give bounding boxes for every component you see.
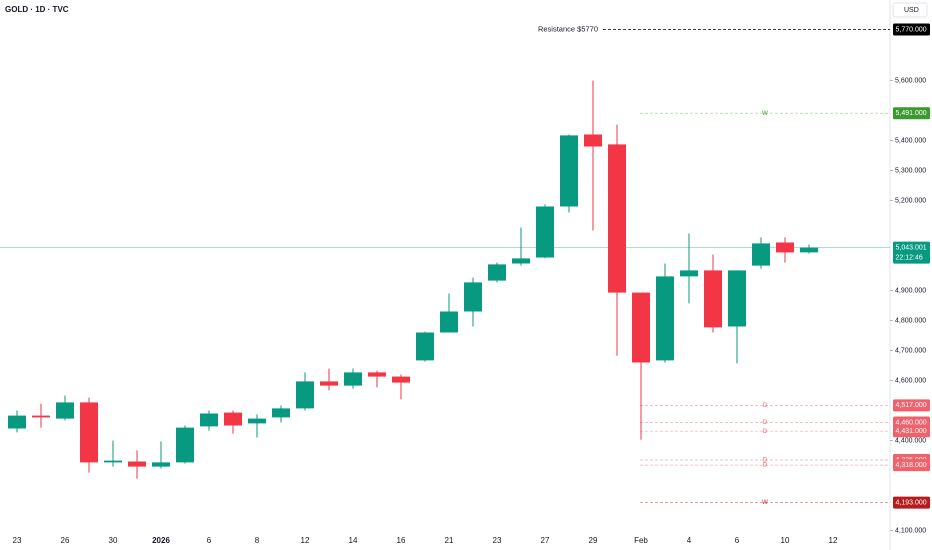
candle-body xyxy=(32,415,50,418)
candle-body xyxy=(560,135,578,207)
y-tick-label: 4,800.000 xyxy=(895,317,926,324)
y-tick-label: 4,400.000 xyxy=(895,437,926,444)
x-tick-label: 10 xyxy=(781,536,790,545)
level-tag: D xyxy=(763,420,768,426)
candle-body xyxy=(584,134,602,147)
resistance-label: 5,770.000 xyxy=(896,26,927,33)
candle-body xyxy=(512,258,530,264)
level-tag: W xyxy=(762,111,768,117)
last-price-label: 5,043.001 xyxy=(896,244,927,251)
candle-body xyxy=(344,372,362,386)
level-tag: D xyxy=(763,403,768,409)
x-tick-label: 21 xyxy=(445,536,454,545)
x-tick-label: 6 xyxy=(735,536,740,545)
candle-body xyxy=(392,376,410,383)
level-tag: D xyxy=(763,463,768,469)
resistance-badge xyxy=(893,23,930,36)
candle-body xyxy=(152,462,170,467)
candle-body xyxy=(128,461,146,467)
candle-body xyxy=(440,311,458,333)
level-badge xyxy=(893,399,930,412)
candle-body xyxy=(200,413,218,427)
x-tick-label: 12 xyxy=(829,536,838,545)
candle-body xyxy=(776,242,794,253)
countdown: 22:12:46 xyxy=(896,254,923,261)
last-price-badge xyxy=(893,241,930,264)
x-tick-label: 16 xyxy=(397,536,406,545)
level-badge xyxy=(893,459,930,472)
candle-body xyxy=(320,381,338,386)
level-label: 5,491.000 xyxy=(896,110,927,117)
x-tick-label: 27 xyxy=(541,536,550,545)
level-label: 4,431.000 xyxy=(896,428,927,435)
candle-body xyxy=(56,402,74,419)
x-tick-label: 30 xyxy=(109,536,118,545)
level-badge xyxy=(893,425,930,438)
candle-body xyxy=(248,418,266,424)
x-tick-label: 4 xyxy=(687,536,692,545)
candle-body xyxy=(608,144,626,293)
chart-title: GOLD · 1D · TVC xyxy=(5,5,69,14)
candle-body xyxy=(368,372,386,377)
candle-body xyxy=(728,270,746,327)
candle-body xyxy=(536,206,554,258)
x-tick-label: 29 xyxy=(589,536,598,545)
level-badge xyxy=(893,496,930,509)
candle-body xyxy=(296,381,314,409)
candle-body xyxy=(488,264,506,281)
y-tick-label: 4,900.000 xyxy=(895,287,926,294)
currency[interactable]: USD xyxy=(904,7,919,14)
candle-body xyxy=(680,270,698,277)
candle-body xyxy=(704,270,722,328)
candle-body xyxy=(656,276,674,361)
x-tick-label: 23 xyxy=(493,536,502,545)
y-tick-label: 5,600.000 xyxy=(895,77,926,84)
candle-body xyxy=(416,332,434,361)
resistance-text: Resistance $5770 xyxy=(538,24,598,33)
candle-body xyxy=(752,243,770,266)
level-label: 4,517.000 xyxy=(896,402,927,409)
x-tick-label: Feb xyxy=(634,536,648,545)
level-tag: D xyxy=(763,429,768,435)
candle-body xyxy=(80,402,98,463)
y-tick-label: 4,100.000 xyxy=(895,527,926,534)
candle-body xyxy=(104,460,122,463)
y-tick-label: 5,300.000 xyxy=(895,167,926,174)
level-label: 4,193.000 xyxy=(896,499,927,506)
candle-body xyxy=(464,282,482,312)
x-tick-label: 8 xyxy=(255,536,260,545)
candle-body xyxy=(800,247,818,253)
x-tick-label: 26 xyxy=(61,536,70,545)
currency-box[interactable] xyxy=(892,2,928,18)
level-tag: W xyxy=(762,500,768,506)
level-badge xyxy=(893,107,930,120)
x-tick-label: 14 xyxy=(349,536,358,545)
x-tick-label: 12 xyxy=(301,536,310,545)
y-tick-label: 4,700.000 xyxy=(895,347,926,354)
candle-body xyxy=(8,415,26,429)
y-tick-label: 5,400.000 xyxy=(895,137,926,144)
candle-body xyxy=(272,408,290,418)
level-label: 4,318.000 xyxy=(896,462,927,469)
y-tick-label: 4,600.000 xyxy=(895,377,926,384)
candle-body xyxy=(176,427,194,463)
y-tick-label: 5,200.000 xyxy=(895,197,926,204)
candle-body xyxy=(224,412,242,426)
candle-body xyxy=(632,292,650,363)
x-tick-label: 2026 xyxy=(152,536,170,545)
x-tick-label: 23 xyxy=(13,536,22,545)
level-tag: D xyxy=(763,458,768,464)
x-tick-label: 6 xyxy=(207,536,212,545)
level-label: 4,460.000 xyxy=(896,419,927,426)
